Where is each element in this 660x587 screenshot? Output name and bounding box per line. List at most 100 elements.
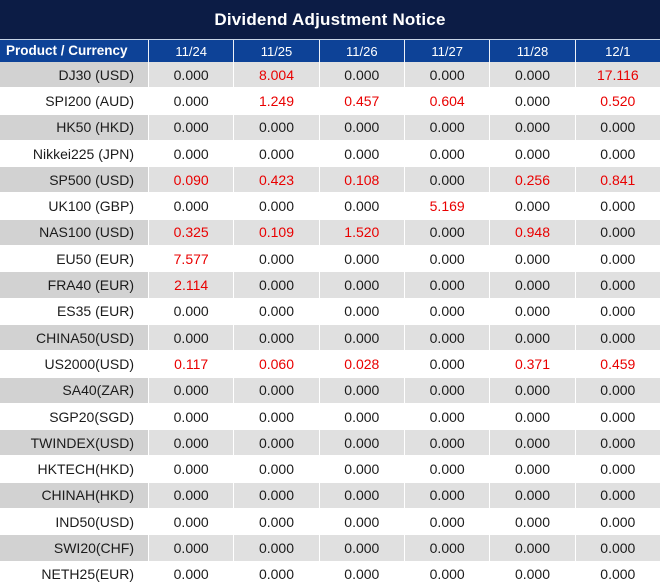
value-cell: 0.000 (489, 272, 575, 298)
value-cell: 0.000 (318, 403, 404, 430)
product-cell: HKTECH(HKD) (0, 456, 148, 482)
product-cell: SWI20(CHF) (0, 535, 148, 561)
value-cell: 0.000 (233, 561, 319, 587)
value-cell: 0.841 (574, 167, 660, 193)
product-cell: NAS100 (USD) (0, 219, 148, 246)
table-row: IND50(USD) 0.000 0.000 0.000 0.000 0.000 0.000 (0, 508, 660, 535)
value-cell: 0.000 (233, 430, 319, 456)
value-cell: 0.000 (148, 482, 234, 509)
value-cell: 0.000 (233, 324, 319, 351)
value-cell: 0.000 (489, 482, 575, 509)
value-cell: 0.000 (574, 219, 660, 246)
value-cell: 0.325 (148, 219, 234, 246)
product-cell: NETH25(EUR) (0, 561, 148, 587)
column-header-date: 11/24 (148, 40, 233, 62)
value-cell: 0.000 (148, 535, 234, 561)
value-cell: 0.000 (233, 272, 319, 298)
value-cell: 0.000 (404, 114, 490, 140)
table-row: DJ30 (USD) 0.000 8.004 0.000 0.000 0.000 17.11… (0, 62, 660, 88)
table-body: DJ30 (USD) 0.000 8.004 0.000 0.000 0.000 17.11… (0, 62, 660, 587)
value-cell: 0.000 (404, 140, 490, 167)
value-cell: 0.000 (318, 324, 404, 351)
value-cell: 0.000 (489, 430, 575, 456)
value-cell: 0.000 (148, 509, 234, 535)
value-cell: 0.000 (404, 167, 490, 193)
column-header-date: 11/26 (318, 40, 404, 62)
value-cell: 0.000 (318, 561, 404, 587)
value-cell: 0.000 (233, 298, 319, 324)
value-cell: 0.000 (233, 535, 319, 561)
value-cell: 0.000 (574, 535, 660, 561)
value-cell: 7.577 (148, 246, 234, 272)
table-row: SPI200 (AUD) 0.000 1.249 0.457 0.604 0.000 0.5… (0, 87, 660, 114)
value-cell: 0.000 (318, 430, 404, 456)
value-cell: 0.000 (148, 456, 234, 482)
table-row: SGP20(SGD) 0.000 0.000 0.000 0.000 0.000 0.000 (0, 402, 660, 430)
value-cell: 0.000 (404, 456, 490, 482)
value-cell: 0.000 (574, 324, 660, 351)
value-cell: 8.004 (233, 62, 319, 88)
product-cell: DJ30 (USD) (0, 62, 148, 88)
product-cell: Nikkei225 (JPN) (0, 140, 148, 167)
value-cell: 0.000 (489, 403, 575, 430)
column-header-date: 11/28 (489, 40, 574, 62)
value-cell: 0.000 (574, 193, 660, 219)
product-cell: SGP20(SGD) (0, 403, 148, 430)
value-cell: 0.604 (404, 88, 490, 114)
product-cell: EU50 (EUR) (0, 246, 148, 272)
value-cell: 0.459 (574, 351, 660, 377)
value-cell: 0.028 (318, 351, 404, 377)
value-cell: 0.000 (489, 88, 575, 114)
value-cell: 0.000 (489, 456, 575, 482)
value-cell: 0.000 (489, 377, 575, 403)
column-header-date: 11/25 (233, 40, 318, 62)
value-cell: 0.000 (233, 193, 319, 219)
value-cell: 0.000 (404, 272, 490, 298)
value-cell: 0.000 (489, 509, 575, 535)
table-row: UK100 (GBP) 0.000 0.000 0.000 5.169 0.000 0.00… (0, 192, 660, 219)
product-cell: SA40(ZAR) (0, 377, 148, 403)
value-cell: 0.117 (148, 351, 234, 377)
value-cell: 0.000 (148, 62, 234, 88)
value-cell: 0.000 (148, 193, 234, 219)
value-cell: 0.000 (404, 324, 490, 351)
value-cell: 0.000 (574, 430, 660, 456)
page-title: Dividend Adjustment Notice (214, 9, 446, 29)
table-row: ES35 (EUR) 0.000 0.000 0.000 0.000 0.000 0.000 (0, 297, 660, 324)
value-cell: 1.520 (318, 219, 404, 246)
table-row: HKTECH(HKD) 0.000 0.000 0.000 0.000 0.000 0.00… (0, 455, 660, 482)
value-cell: 0.000 (148, 324, 234, 351)
product-cell: UK100 (GBP) (0, 193, 148, 219)
value-cell: 0.000 (574, 246, 660, 272)
value-cell: 0.000 (404, 561, 490, 587)
value-cell: 0.000 (404, 246, 490, 272)
value-cell: 0.000 (318, 509, 404, 535)
value-cell: 0.000 (489, 298, 575, 324)
table-row: CHINAH(HKD) 0.000 0.000 0.000 0.000 0.000 0.00… (0, 481, 660, 509)
table-row: NAS100 (USD) 0.325 0.109 1.520 0.000 0.948 0.0… (0, 218, 660, 246)
value-cell: 0.000 (233, 140, 319, 167)
table-row: NETH25(EUR) 0.000 0.000 0.000 0.000 0.000 0.00… (0, 560, 660, 587)
product-cell: US2000(USD) (0, 351, 148, 377)
value-cell: 0.000 (489, 246, 575, 272)
value-cell: 0.000 (318, 482, 404, 509)
value-cell: 0.000 (489, 140, 575, 167)
product-cell: SPI200 (AUD) (0, 88, 148, 114)
value-cell: 0.000 (233, 246, 319, 272)
value-cell: 2.114 (148, 272, 234, 298)
value-cell: 0.000 (574, 272, 660, 298)
column-header-date: 12/1 (574, 40, 660, 62)
value-cell: 0.000 (489, 114, 575, 140)
value-cell: 0.000 (233, 482, 319, 509)
product-cell: CHINA50(USD) (0, 324, 148, 351)
value-cell: 0.000 (489, 62, 575, 88)
product-cell: HK50 (HKD) (0, 114, 148, 140)
value-cell: 0.000 (233, 509, 319, 535)
value-cell: 0.256 (489, 167, 575, 193)
table-row: SWI20(CHF) 0.000 0.000 0.000 0.000 0.000 0.000 (0, 534, 660, 561)
product-cell: CHINAH(HKD) (0, 482, 148, 509)
value-cell: 0.000 (148, 140, 234, 167)
value-cell: 0.000 (148, 561, 234, 587)
table-row: EU50 (EUR) 7.577 0.000 0.000 0.000 0.000 0.000 (0, 245, 660, 272)
column-header-date: 11/27 (404, 40, 489, 62)
